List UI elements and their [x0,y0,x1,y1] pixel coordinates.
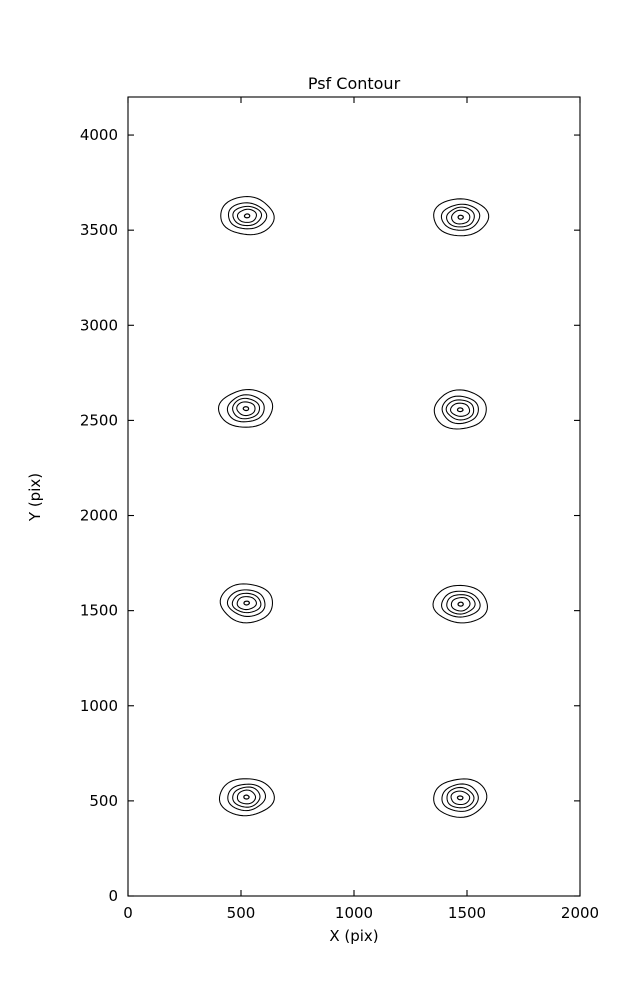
contour-level-ring [450,597,471,612]
psf-contour-peak [433,198,490,237]
contour-level-ring [433,198,490,237]
contour-level-ring [446,786,475,809]
y-tick-label: 2500 [80,411,118,429]
contour-level-ring [451,209,471,225]
contour-level-ring [446,594,476,615]
contour-level-ring [232,786,261,808]
y-axis-label: Y (pix) [26,473,44,522]
contour-level-ring [433,778,488,818]
contour-level-core [456,407,464,413]
page-title: Psf Contour [308,74,401,93]
contour-level-ring [218,778,275,817]
contour-level-ring [226,589,266,617]
y-tick-label: 2000 [80,507,118,525]
x-tick-label: 1000 [335,904,373,922]
contour-level-core [457,601,464,607]
y-tick-label: 3500 [80,221,118,239]
contour-level-ring [450,790,471,806]
contour-level-ring [236,401,256,417]
x-tick-label: 1500 [448,904,486,922]
contour-level-ring [236,789,257,805]
psf-contour-peak [219,583,274,624]
contour-level-core [243,600,250,606]
x-tick-label: 2000 [561,904,599,922]
contour-level-ring [441,395,479,425]
contour-level-ring [433,389,487,430]
contour-level-ring [441,783,479,812]
y-tick-label: 3000 [80,316,118,334]
contour-level-ring [232,397,261,420]
contour-level-ring [220,196,275,236]
contour-peaks-group [217,196,490,818]
x-axis-ticks: 0 500 1000 1500 2000 [123,97,599,922]
contour-level-ring [226,394,265,423]
contour-level-ring [217,389,274,428]
y-tick-label: 4000 [80,126,118,144]
y-tick-label: 500 [89,792,118,810]
contour-level-core [243,213,251,219]
contour-level-ring [446,206,475,228]
contour-level-core [243,794,250,800]
psf-contour-peak [432,584,488,624]
contour-level-core [456,795,464,801]
contour-level-core [457,214,464,220]
psf-contour-peak [220,196,275,236]
x-tick-label: 0 [123,904,133,922]
y-tick-label: 1500 [80,602,118,620]
psf-contour-peak [217,389,274,428]
x-tick-label: 500 [227,904,256,922]
plot-area-background [128,97,580,896]
contour-level-ring [232,205,263,227]
contour-level-ring [219,583,274,624]
contour-level-ring [227,202,268,230]
contour-level-ring [445,399,475,421]
psf-contour-peak [218,778,275,817]
psf-contour-peak [433,389,487,430]
contour-level-ring [441,590,481,618]
contour-level-ring [227,783,267,812]
y-tick-label: 1000 [80,697,118,715]
contour-level-ring [231,592,262,614]
x-axis-label: X (pix) [329,927,378,945]
contour-level-core [242,406,250,412]
contour-level-ring [450,402,471,417]
contour-level-ring [236,596,257,611]
contour-level-ring [440,203,481,231]
contour-level-ring [236,208,257,223]
y-axis-ticks: 0 500 1000 1500 2000 2500 3000 3500 4000 [80,126,580,905]
y-tick-label: 0 [108,887,118,905]
psf-contour-peak [433,778,488,818]
contour-level-ring [432,584,488,624]
